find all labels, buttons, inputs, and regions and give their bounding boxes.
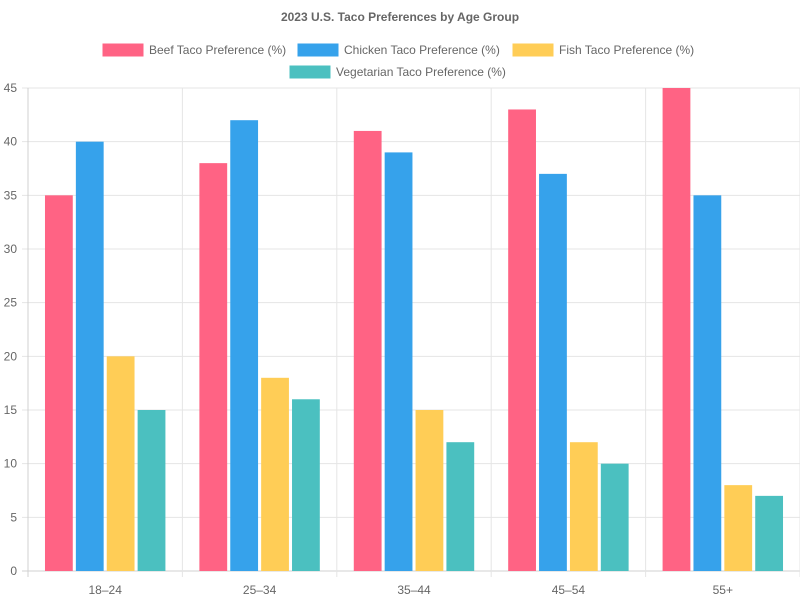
legend-item-2[interactable]: Fish Taco Preference (%): [512, 43, 694, 57]
bar-3-3: [600, 463, 629, 571]
y-tick-label: 15: [4, 403, 18, 417]
legend-swatch: [297, 43, 339, 57]
y-tick-label: 30: [4, 242, 18, 256]
legend-label: Vegetarian Taco Preference (%): [336, 65, 506, 79]
y-tick-label: 35: [4, 188, 18, 202]
bar-0-1: [199, 163, 228, 571]
legend-swatch: [512, 43, 554, 57]
bar-1-2: [384, 152, 413, 571]
legend-swatch: [102, 43, 144, 57]
bar-1-3: [539, 173, 567, 571]
bar-1-4: [693, 195, 722, 572]
y-tick-label: 10: [4, 457, 18, 471]
bar-0-2: [353, 130, 382, 571]
x-tick-label: 35–44: [397, 583, 431, 597]
x-tick-label: 25–34: [243, 583, 277, 597]
legend-label: Fish Taco Preference (%): [559, 43, 694, 57]
y-tick-label: 20: [4, 349, 18, 363]
bar-2-0: [106, 356, 135, 571]
bar-0-4: [662, 88, 691, 571]
bar-1-1: [230, 120, 259, 571]
legend-item-0[interactable]: Beef Taco Preference (%): [102, 43, 286, 57]
bar-2-3: [569, 442, 598, 571]
legend: Beef Taco Preference (%) Chicken Taco Pre…: [102, 43, 694, 79]
bar-0-3: [508, 109, 536, 571]
legend-label: Beef Taco Preference (%): [149, 43, 286, 57]
chart-title: 2023 U.S. Taco Preferences by Age Group: [281, 10, 519, 24]
bar-1-0: [75, 141, 104, 571]
y-tick-label: 0: [10, 564, 17, 578]
bar-3-0: [137, 410, 166, 571]
bar-2-1: [261, 377, 289, 571]
legend-swatch: [289, 65, 331, 79]
legend-label: Chicken Taco Preference (%): [344, 43, 500, 57]
x-tick-label: 45–54: [552, 583, 586, 597]
legend-item-3[interactable]: Vegetarian Taco Preference (%): [289, 65, 506, 79]
y-tick-label: 5: [10, 510, 17, 524]
y-tick-label: 45: [4, 81, 18, 95]
x-tick-label: 18–24: [89, 583, 123, 597]
bars: [44, 88, 784, 572]
bar-3-4: [755, 495, 784, 571]
bar-0-0: [44, 195, 73, 572]
bar-3-2: [446, 442, 475, 571]
y-tick-label: 25: [4, 296, 18, 310]
bar-2-4: [724, 485, 753, 571]
bar-3-1: [292, 399, 320, 571]
bar-2-2: [415, 410, 444, 571]
y-tick-label: 40: [4, 135, 18, 149]
axes: 0 5 10 15 20 25 30 35 40 45 18–24 25–34 35–44 45–54 55…: [4, 81, 733, 597]
legend-item-1[interactable]: Chicken Taco Preference (%): [297, 43, 500, 57]
x-tick-label: 55+: [713, 583, 733, 597]
